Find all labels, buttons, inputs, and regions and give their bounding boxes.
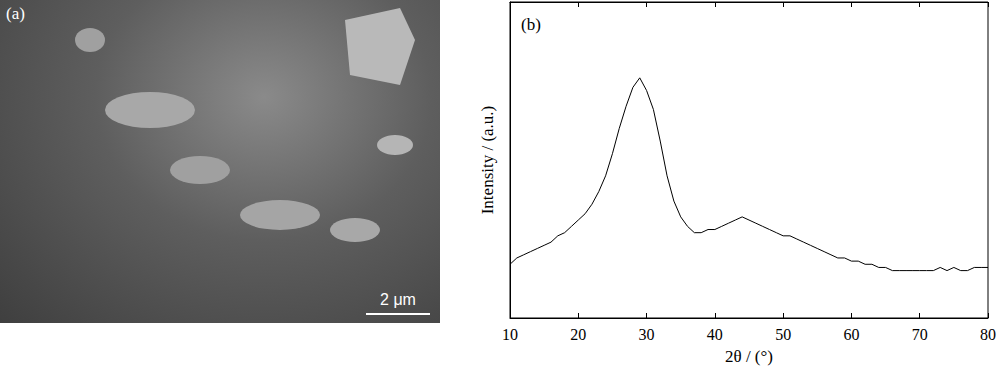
svg-text:80: 80 xyxy=(980,326,996,343)
html-text:(a): (a) xyxy=(6,4,25,23)
svg-text:70: 70 xyxy=(912,326,928,343)
svg-text:50: 50 xyxy=(775,326,791,343)
svg-text:30: 30 xyxy=(639,326,655,343)
svg-text:(b): (b) xyxy=(521,15,541,34)
svg-text:10: 10 xyxy=(502,326,518,343)
svg-text:20: 20 xyxy=(570,326,586,343)
svg-text:60: 60 xyxy=(843,326,859,343)
svg-text:2θ / (°): 2θ / (°) xyxy=(725,347,773,366)
html-text:2 μm: 2 μm xyxy=(380,291,416,308)
svg-text:40: 40 xyxy=(707,326,723,343)
svg-text:Intensity / (a.u.): Intensity / (a.u.) xyxy=(478,106,497,215)
